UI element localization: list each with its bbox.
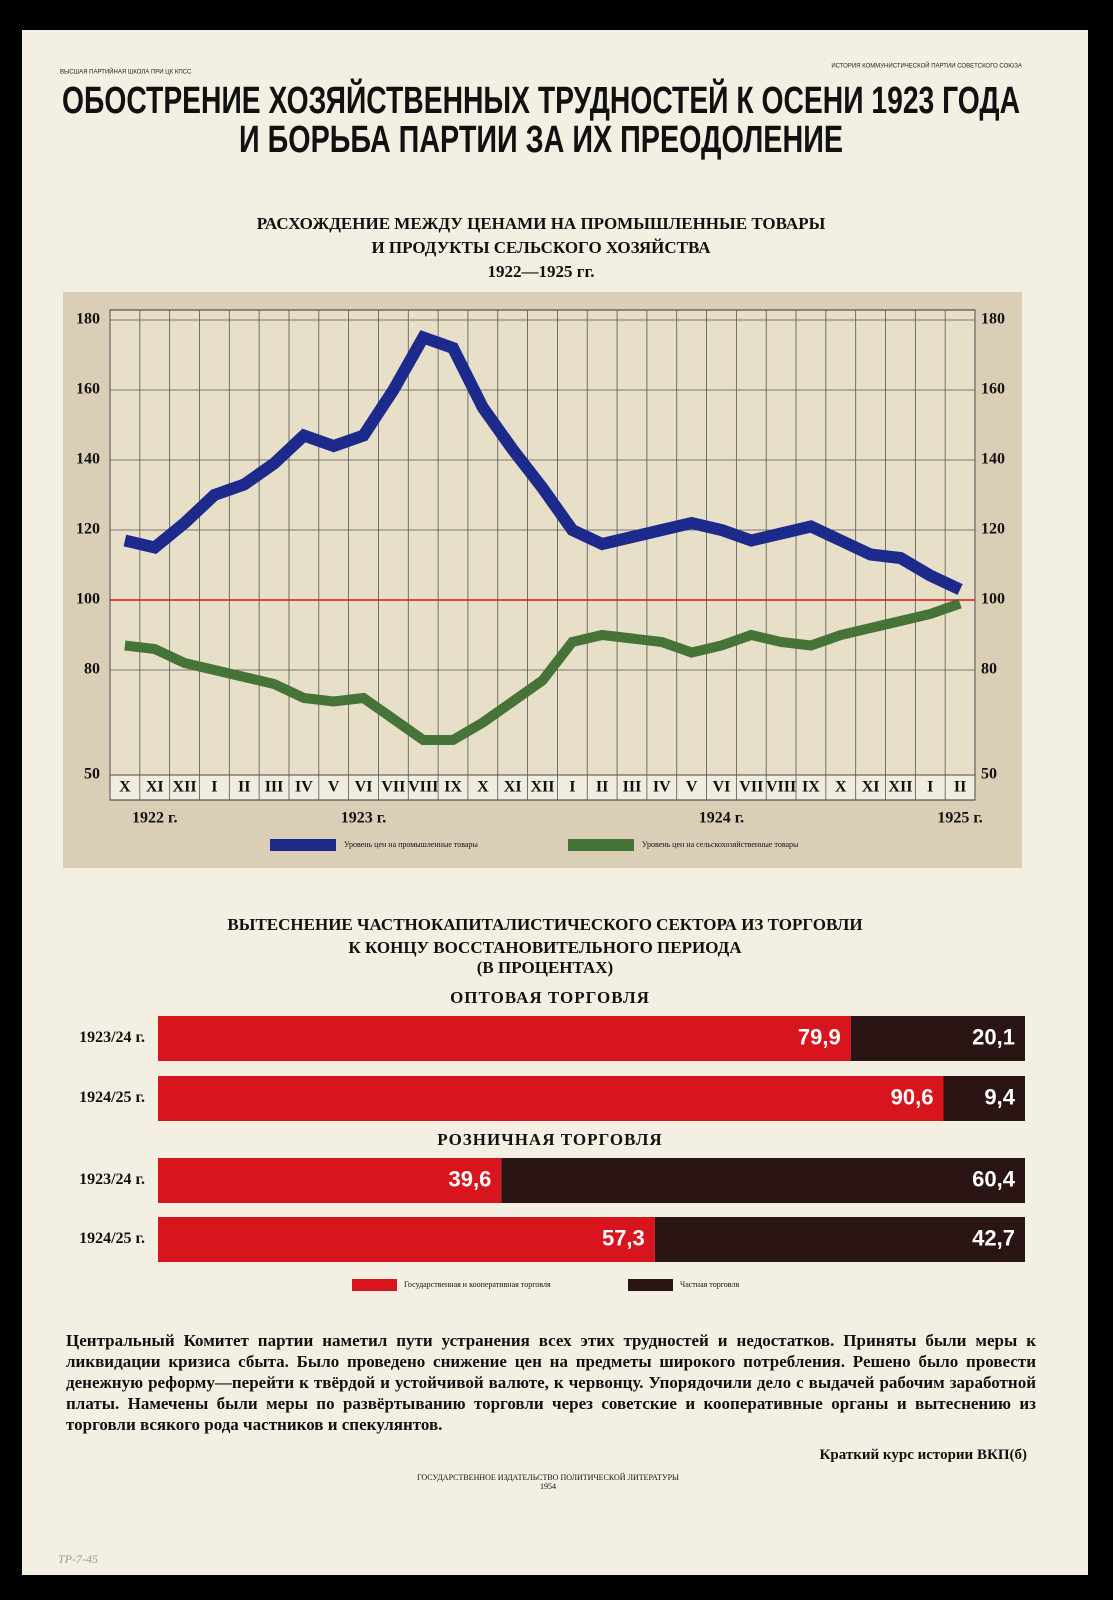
poster-title: И БОРЬБА ПАРТИИ ЗА ИХ ПРЕОДОЛЕНИЕ (239, 119, 843, 161)
x-tick-label: V (328, 779, 340, 796)
year-label: 1924 г. (699, 810, 744, 827)
publisher: ГОСУДАРСТВЕННОЕ ИЗДАТЕЛЬСТВО ПОЛИТИЧЕСКО… (417, 1473, 679, 1482)
x-tick-label: II (596, 779, 608, 796)
y-tick-label-right: 140 (981, 451, 1005, 468)
legend-label: Уровень цен на промышленные товары (344, 840, 478, 849)
y-tick-label-right: 180 (981, 311, 1005, 328)
x-tick-label: VIII (766, 779, 796, 796)
value-label: 57,3 (602, 1225, 645, 1250)
inventory-mark: ТР-7-45 (58, 1552, 98, 1566)
year-label: 1922 г. (132, 810, 177, 827)
x-tick-label: X (477, 779, 489, 796)
bar-segment (158, 1016, 851, 1061)
value-label: 9,4 (984, 1084, 1015, 1109)
chart-title: К КОНЦУ ВОССТАНОВИТЕЛЬНОГО ПЕРИОДА (348, 938, 742, 957)
x-tick-label: V (686, 779, 698, 796)
x-tick-label: III (265, 779, 284, 796)
y-tick-label-right: 80 (981, 661, 997, 678)
x-tick-label: XII (888, 779, 912, 796)
x-tick-label: IX (444, 779, 462, 796)
x-tick-label: XI (504, 779, 522, 796)
y-tick-label: 160 (76, 381, 100, 398)
value-label: 79,9 (798, 1024, 841, 1049)
chart-title: ВЫТЕСНЕНИЕ ЧАСТНОКАПИТАЛИСТИЧЕСКОГО СЕКТ… (227, 915, 862, 934)
y-tick-label: 140 (76, 451, 100, 468)
x-tick-label: VII (381, 779, 405, 796)
legend-swatch (568, 839, 634, 851)
x-tick-label: IV (295, 779, 313, 796)
category-label: 1924/25 г. (79, 1089, 145, 1106)
year-label: 1923 г. (341, 810, 386, 827)
poster-title: ОБОСТРЕНИЕ ХОЗЯЙСТВЕННЫХ ТРУДНОСТЕЙ К ОС… (62, 77, 1020, 122)
x-tick-label: IX (802, 779, 820, 796)
body-text: Центральный Комитет партии наметил пути … (66, 1331, 1036, 1434)
chart-subtitle: 1922—1925 гг. (487, 262, 594, 281)
x-tick-label: II (238, 779, 250, 796)
x-tick-label: XII (530, 779, 554, 796)
legend-swatch (352, 1279, 397, 1291)
header-right: ИСТОРИЯ КОММУНИСТИЧЕСКОЙ ПАРТИИ СОВЕТСКО… (831, 62, 1022, 70)
y-tick-label: 100 (76, 591, 100, 608)
bar-segment (501, 1158, 1025, 1203)
y-tick-label: 120 (76, 521, 100, 538)
y-tick-label: 180 (76, 311, 100, 328)
chart-title: РАСХОЖДЕНИЕ МЕЖДУ ЦЕНАМИ НА ПРОМЫШЛЕННЫЕ… (257, 214, 826, 233)
x-tick-label: XII (173, 779, 197, 796)
bar-segment (158, 1076, 944, 1121)
series-line (123, 330, 963, 595)
y-tick-label: 80 (84, 661, 100, 678)
group-title: РОЗНИЧНАЯ ТОРГОВЛЯ (437, 1130, 662, 1149)
x-tick-label: II (954, 779, 966, 796)
bar-segment (654, 1217, 1025, 1262)
x-tick-label: X (119, 779, 131, 796)
category-label: 1923/24 г. (79, 1171, 145, 1188)
x-tick-label: I (211, 779, 217, 796)
legend-label: Государственная и кооперативная торговля (404, 1280, 551, 1289)
x-tick-label: X (835, 779, 847, 796)
legend-swatch (628, 1279, 673, 1291)
x-tick-label: VI (355, 779, 373, 796)
year-label: 1925 г. (937, 810, 982, 827)
x-tick-label: I (569, 779, 575, 796)
value-label: 90,6 (891, 1084, 934, 1109)
value-label: 20,1 (972, 1024, 1015, 1049)
chart-title: И ПРОДУКТЫ СЕЛЬСКОГО ХОЗЯЙСТВА (371, 238, 711, 257)
bar-segment (850, 1016, 1025, 1061)
plot-area (109, 309, 976, 776)
x-tick-label: VI (713, 779, 731, 796)
category-label: 1923/24 г. (79, 1029, 145, 1046)
year: 1954 (540, 1482, 556, 1491)
group-title: ОПТОВАЯ ТОРГОВЛЯ (450, 988, 650, 1007)
y-tick-label-right: 50 (981, 766, 997, 783)
value-label: 39,6 (449, 1166, 492, 1191)
chart-subtitle: (В ПРОЦЕНТАХ) (477, 958, 613, 977)
x-tick-label: XI (146, 779, 164, 796)
source: Краткий курс истории ВКП(б) (819, 1447, 1027, 1463)
y-tick-label-right: 100 (981, 591, 1005, 608)
category-label: 1924/25 г. (79, 1230, 145, 1247)
x-tick-label: VIII (408, 779, 438, 796)
x-tick-label: III (623, 779, 642, 796)
x-tick-label: IV (653, 779, 671, 796)
legend-label: Частная торговля (680, 1280, 739, 1289)
legend-label: Уровень цен на сельскохозяйственные това… (642, 840, 799, 849)
series-line (124, 598, 962, 745)
bar-segment (158, 1217, 655, 1262)
x-tick-label: I (927, 779, 933, 796)
bar-segment (943, 1076, 1025, 1121)
value-label: 60,4 (972, 1166, 1016, 1191)
x-tick-label: VII (739, 779, 763, 796)
x-tick-label: XI (862, 779, 880, 796)
bar-segment (158, 1158, 502, 1203)
value-label: 42,7 (972, 1225, 1015, 1250)
y-tick-label-right: 160 (981, 381, 1005, 398)
legend-swatch (270, 839, 336, 851)
y-tick-label-right: 120 (981, 521, 1005, 538)
y-tick-label: 50 (84, 766, 100, 783)
header-left: ВЫСШАЯ ПАРТИЙНАЯ ШКОЛА ПРИ ЦК КПСС (60, 68, 192, 76)
